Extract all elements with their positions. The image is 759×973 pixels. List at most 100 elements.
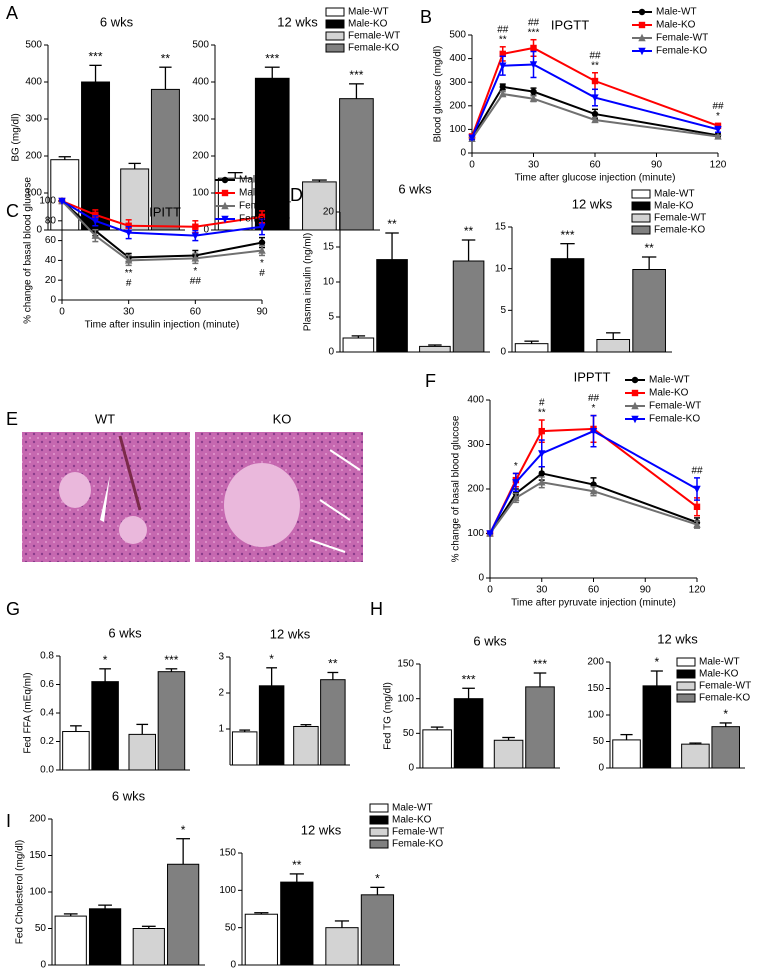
bar — [493, 739, 524, 769]
significance-label: ** — [328, 657, 338, 671]
marker — [258, 213, 266, 221]
bar — [419, 345, 451, 353]
y-tick-label: 15 — [495, 222, 507, 233]
x-tick-label: 30 — [528, 160, 540, 171]
significance-label: ** — [538, 408, 546, 419]
bar — [453, 698, 484, 769]
chart-title: 12 wks — [657, 631, 698, 646]
legend-swatch — [631, 225, 651, 235]
y-tick-label: 400 — [25, 77, 42, 88]
panel-letter: B — [420, 7, 432, 27]
marker — [591, 77, 599, 85]
bar — [280, 881, 314, 966]
chart-title: 6 wks — [473, 633, 507, 648]
y-tick-label: 40 — [45, 255, 57, 266]
panel-letter: G — [6, 599, 20, 619]
y-axis-label: Plasma insulin (ng/ml) — [303, 233, 314, 331]
y-tick-label: 400 — [449, 53, 466, 64]
marker — [192, 223, 199, 230]
y-tick-label: 100 — [192, 188, 209, 199]
legend-swatch — [325, 19, 345, 29]
x-axis-label: Time after pyruvate injection (minute) — [511, 598, 676, 609]
x-tick-label: 30 — [123, 307, 135, 318]
significance-label: *** — [528, 27, 540, 38]
y-axis-label: Fed TG (mg/dl) — [383, 682, 394, 750]
x-tick-label: 90 — [640, 585, 652, 596]
y-tick-label: 100 — [219, 885, 236, 896]
marker — [693, 520, 701, 528]
legend-swatch — [631, 213, 651, 223]
legend-label: Female-KO — [656, 46, 707, 57]
y-axis-label: Blood glucose (mg/dl) — [433, 46, 444, 143]
legend-label: Female-KO — [699, 693, 750, 704]
legend-label: Female-KO — [649, 414, 700, 425]
bar — [681, 743, 710, 769]
marker — [191, 254, 200, 262]
chart-title: 6 wks — [112, 788, 146, 803]
legend-label: Male-KO — [392, 815, 432, 826]
legend-label: Male-WT — [239, 175, 280, 186]
y-axis-label: Fed FFA (mEq/ml) — [23, 672, 34, 753]
y-tick-label: 0 — [230, 960, 236, 971]
legend-swatch — [369, 815, 389, 825]
significance-label: *** — [164, 653, 178, 667]
significance-label: ** — [387, 217, 397, 231]
y-tick-label: 200 — [192, 151, 209, 162]
significance-label: *** — [533, 657, 547, 671]
y-tick-label: 3 — [218, 652, 224, 663]
significance-label: * — [269, 652, 274, 666]
legend-label: Female-KO — [348, 43, 399, 54]
y-axis-label: Fed Cholesterol (mg/dl) — [15, 840, 26, 944]
significance-label: *** — [89, 50, 103, 64]
bar — [150, 88, 180, 231]
bar — [302, 181, 337, 231]
y-tick-label: 0 — [460, 148, 466, 159]
significance-label: * — [655, 655, 660, 669]
marker — [638, 33, 646, 42]
y-tick-label: 10 — [495, 263, 507, 274]
panel-letter: H — [370, 599, 383, 619]
y-tick-label: 0 — [50, 295, 56, 306]
y-tick-label: 200 — [29, 814, 46, 825]
y-tick-label: 200 — [467, 484, 484, 495]
bar — [231, 731, 258, 766]
bar — [81, 81, 111, 231]
legend-swatch — [676, 693, 696, 703]
legend-swatch — [369, 827, 389, 837]
y-tick-label: 500 — [192, 40, 209, 51]
y-axis-label: % change of basal blood glucose — [451, 415, 462, 562]
histology-ko — [195, 432, 363, 562]
significance-label: ## — [497, 24, 509, 35]
marker — [499, 50, 506, 58]
significance-label: * — [514, 461, 518, 472]
y-tick-label: 0.0 — [40, 765, 54, 776]
chart-title: 6 wks — [100, 14, 134, 29]
bar — [120, 168, 150, 231]
marker — [125, 222, 132, 229]
y-tick-label: 20 — [323, 207, 335, 218]
marker — [499, 83, 506, 91]
significance-label: ** — [499, 34, 507, 45]
legend-label: Male-KO — [654, 201, 694, 212]
image-label: KO — [273, 411, 292, 426]
bar — [54, 915, 87, 966]
bar — [376, 259, 408, 353]
x-tick-label: 90 — [256, 307, 268, 318]
y-tick-label: 500 — [449, 30, 466, 41]
bar — [422, 729, 452, 769]
marker — [631, 401, 639, 410]
y-tick-label: 100 — [397, 693, 414, 704]
significance-label: * — [375, 872, 380, 886]
marker — [124, 256, 133, 264]
y-tick-label: 300 — [25, 114, 42, 125]
legend-label: Male-WT — [348, 7, 389, 18]
marker — [538, 478, 546, 486]
significance-label: ** — [161, 51, 171, 65]
legend-swatch — [676, 681, 696, 691]
panel-letter: I — [6, 811, 11, 831]
significance-label: # — [126, 278, 132, 289]
chart-title: IPPTT — [574, 369, 611, 384]
marker — [221, 189, 229, 197]
legend-swatch — [676, 657, 696, 667]
significance-label: ## — [588, 393, 600, 404]
